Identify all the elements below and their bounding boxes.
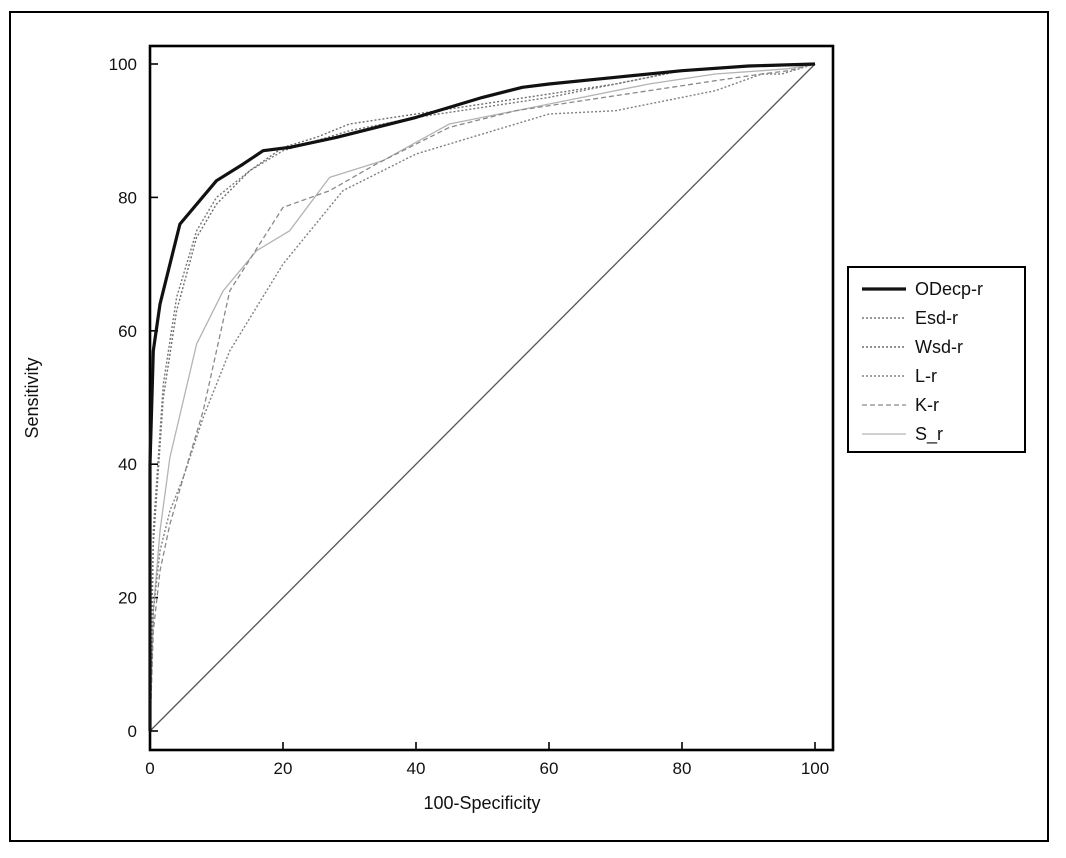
x-tick-label: 0 — [145, 759, 154, 778]
roc-curves — [148, 62, 816, 732]
axis-ticks: 0 20 40 60 80 100 0 20 40 60 80 100 — [109, 55, 830, 778]
x-tick-label: 60 — [540, 759, 559, 778]
legend-label: K-r — [915, 395, 939, 415]
series-line-esd-r — [149, 63, 816, 732]
y-tick-label: 20 — [118, 589, 137, 608]
y-tick-label: 40 — [118, 455, 137, 474]
y-tick-label: 0 — [128, 722, 137, 741]
reference-diagonal — [149, 63, 816, 732]
legend-label: L-r — [915, 366, 937, 386]
y-axis-label: Sensitivity — [22, 357, 42, 438]
series-line-s-r — [149, 63, 816, 732]
legend-label: Wsd-r — [915, 337, 963, 357]
series-line-odecp-r — [148, 62, 816, 731]
y-tick-label: 100 — [109, 55, 137, 74]
plot-area — [148, 44, 835, 752]
y-tick-label: 80 — [118, 188, 137, 207]
x-tick-label: 40 — [407, 759, 426, 778]
x-tick-label: 80 — [673, 759, 692, 778]
x-axis-label: 100-Specificity — [423, 793, 540, 813]
series-line-k-r — [149, 63, 816, 732]
legend: ODecp-r Esd-r Wsd-r L-r K-r S_r — [847, 266, 1026, 453]
legend-label: S_r — [915, 424, 943, 445]
y-tick-label: 60 — [118, 322, 137, 341]
legend-label: Esd-r — [915, 308, 958, 328]
x-tick-label: 20 — [274, 759, 293, 778]
series-line-wsd-r — [149, 63, 816, 732]
reference-line — [149, 63, 816, 732]
legend-box — [847, 266, 1026, 453]
legend-label: ODecp-r — [915, 279, 983, 299]
x-tick-label: 100 — [801, 759, 829, 778]
